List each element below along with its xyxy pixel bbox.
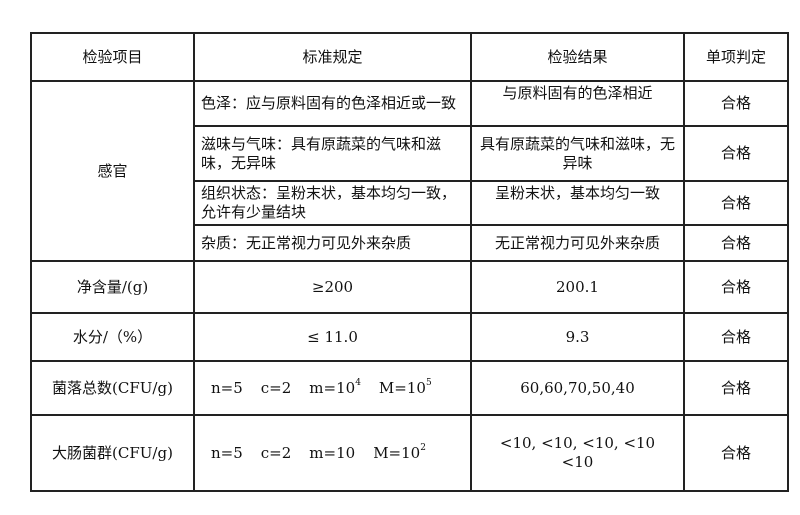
table-row: 水分/（%） ≤ 11.0 9.3 合格	[30, 312, 789, 362]
table-row: 滋味与气味：具有原蔬菜的气味和滋味，无异味 具有原蔬菜的气味和滋味，无异味 合格	[31, 125, 789, 182]
n-value: n=5	[211, 378, 243, 397]
header-standard: 标准规定	[193, 32, 472, 82]
table-row: 组织状态：呈粉末状，基本均匀一致，允许有少量结块 呈粉末状，基本均匀一致 合格	[31, 180, 789, 226]
M-value: M=10	[373, 443, 421, 462]
M-value: M=10	[378, 378, 426, 397]
item-cell: 大肠菌群(CFU/g)	[30, 414, 195, 492]
verdict-cell: 合格	[683, 180, 789, 226]
standard-cell: 滋味与气味：具有原蔬菜的气味和滋味，无异味	[193, 125, 472, 182]
result-line-2: <10	[561, 453, 594, 471]
header-row: 检验项目 标准规定 检验结果 单项判定	[30, 32, 789, 82]
result-cell: 无正常视力可见外来杂质	[470, 224, 685, 262]
result-cell: 9.3	[470, 312, 685, 362]
result-cell: 具有原蔬菜的气味和滋味，无异味	[470, 125, 685, 182]
standard-cell: 色泽：应与原料固有的色泽相近或一致	[193, 80, 472, 127]
standard-cell: n=5 c=2 m=10 M=102	[193, 414, 472, 492]
M-exponent: 2	[420, 442, 426, 453]
m-value: m=10	[309, 443, 356, 462]
verdict-cell: 合格	[683, 414, 789, 492]
header-verdict: 单项判定	[683, 32, 789, 82]
standard-cell: ≥200	[193, 260, 472, 314]
m-exponent: 4	[355, 377, 361, 388]
table-row: 菌落总数(CFU/g) n=5 c=2 m=104 M=105 60,60,70,50…	[30, 360, 789, 416]
table-row: 大肠菌群(CFU/g) n=5 c=2 m=10 M=102 <10, <10, <1…	[30, 414, 789, 492]
standard-cell: 组织状态：呈粉末状，基本均匀一致，允许有少量结块	[193, 180, 472, 226]
verdict-cell: 合格	[683, 260, 789, 314]
header-item: 检验项目	[30, 32, 195, 82]
result-cell: 呈粉末状，基本均匀一致	[470, 180, 685, 226]
table-row: 感官 色泽：应与原料固有的色泽相近或一致 与原料固有的色泽相近 合格	[30, 80, 789, 262]
header-result: 检验结果	[470, 32, 685, 82]
result-cell: <10, <10, <10, <10 <10	[470, 414, 685, 492]
verdict-cell: 合格	[683, 80, 789, 127]
verdict-cell: 合格	[683, 125, 789, 182]
c-value: c=2	[260, 378, 292, 397]
verdict-cell: 合格	[683, 360, 789, 416]
item-cell: 净含量/(g)	[30, 260, 195, 314]
verdict-cell: 合格	[683, 312, 789, 362]
table-row: 净含量/(g) ≥200 200.1 合格	[30, 260, 789, 314]
standard-cell: n=5 c=2 m=104 M=105	[193, 360, 472, 416]
result-line-1: <10, <10, <10, <10	[499, 434, 656, 452]
result-cell: 200.1	[470, 260, 685, 314]
M-exponent: 5	[425, 377, 432, 388]
result-cell: 60,60,70,50,40	[470, 360, 685, 416]
sensory-item: 感官	[30, 80, 195, 262]
item-cell: 水分/（%）	[30, 312, 195, 362]
c-value: c=2	[260, 443, 292, 462]
verdict-cell: 合格	[683, 224, 789, 262]
standard-cell: ≤ 11.0	[193, 312, 472, 362]
result-cell: 与原料固有的色泽相近	[470, 80, 685, 127]
standard-cell: 杂质：无正常视力可见外来杂质	[193, 224, 472, 262]
item-cell: 菌落总数(CFU/g)	[30, 360, 195, 416]
table-row: 杂质：无正常视力可见外来杂质 无正常视力可见外来杂质 合格	[31, 224, 789, 262]
m-value: m=10	[309, 378, 356, 397]
n-value: n=5	[211, 443, 243, 462]
inspection-table: 检验项目 标准规定 检验结果 单项判定 感官 色泽：应与原料固有的色泽相近或一致…	[30, 32, 789, 492]
